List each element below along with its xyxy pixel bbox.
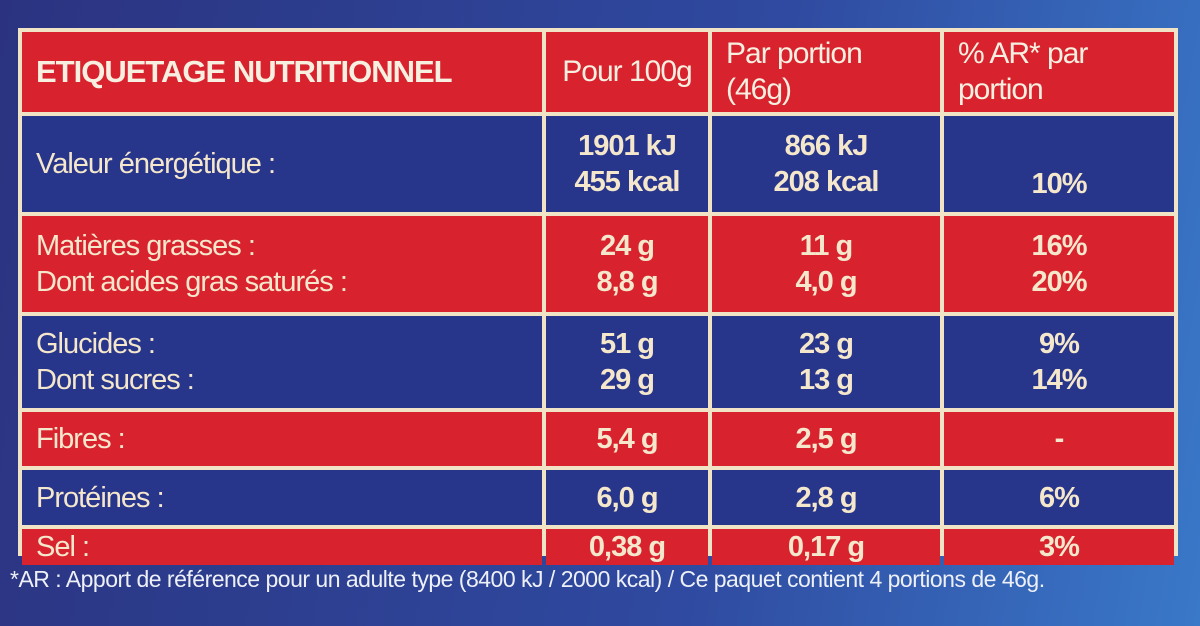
row-label-cell: Valeur énergétique : <box>22 116 542 212</box>
nutrient-value: 0,17 g <box>787 531 865 563</box>
row-label-cell: Glucides : Dont sucres : <box>22 316 542 408</box>
nutrient-name: Glucides : <box>36 328 156 360</box>
nutrient-value: 23 g <box>798 328 854 360</box>
nutrient-name: Valeur énergétique : <box>36 148 276 180</box>
nutrient-value: 5,4 g <box>596 423 658 455</box>
row-label-cell: Fibres : <box>22 412 542 466</box>
value-cell: 9% 14% <box>944 316 1174 408</box>
nutrient-name: Matières grasses : <box>36 230 256 262</box>
value-cell: 5,4 g <box>546 412 708 466</box>
row-label-cell: Protéines : <box>22 470 542 525</box>
value-cell: 24 g 8,8 g <box>546 216 708 312</box>
nutrient-value: 3% <box>1039 531 1080 563</box>
nutrient-value: 2,5 g <box>795 423 857 455</box>
nutrient-value: 10% <box>1031 168 1087 200</box>
value-cell: 6,0 g <box>546 470 708 525</box>
nutrient-value: 20% <box>1031 266 1087 298</box>
nutrient-value: 8,8 g <box>596 266 658 298</box>
nutrient-value: 51 g <box>599 328 655 360</box>
value-cell: - <box>944 412 1174 466</box>
value-cell: 10% <box>944 116 1174 212</box>
value-cell: 51 g 29 g <box>546 316 708 408</box>
value-cell: 2,8 g <box>712 470 940 525</box>
nutrient-value: 4,0 g <box>795 266 857 298</box>
value-cell: 866 kJ 208 kcal <box>712 116 940 212</box>
nutrient-value: - <box>1054 423 1065 455</box>
nutrient-name: Fibres : <box>36 423 126 455</box>
value-cell: 6% <box>944 470 1174 525</box>
nutrient-value: 16% <box>1031 230 1087 262</box>
row-label-cell: Matières grasses : Dont acides gras satur… <box>22 216 542 312</box>
value-cell: 0,17 g <box>712 529 940 565</box>
nutrient-value: 11 g <box>799 230 853 262</box>
nutrient-value: 455 kcal <box>574 166 681 198</box>
nutrient-value: 6,0 g <box>596 481 658 514</box>
nutrient-name: Sel : <box>36 531 90 563</box>
nutrient-value: 9% <box>1039 328 1080 360</box>
value-cell: 2,5 g <box>712 412 940 466</box>
nutrition-table: ETIQUETAGE NUTRITIONNEL Pour 100g Par port… <box>18 28 1178 565</box>
header-cell: Par portion (46g) <box>712 32 940 112</box>
value-cell: 23 g 13 g <box>712 316 940 408</box>
row-label-cell: Sel : <box>22 529 542 565</box>
nutrient-value: 866 kJ <box>784 130 869 162</box>
nutrient-name: Dont sucres : <box>36 364 195 396</box>
value-cell: 0,38 g <box>546 529 708 565</box>
nutrient-value: 13 g <box>798 364 854 396</box>
value-cell: 1901 kJ 455 kcal <box>546 116 708 212</box>
nutrient-value: 2,8 g <box>795 481 857 514</box>
value-cell: 11 g 4,0 g <box>712 216 940 312</box>
nutrient-value: 6% <box>1039 481 1080 514</box>
value-cell: 3% <box>944 529 1174 565</box>
nutrient-value: 29 g <box>599 364 655 396</box>
nutrient-value: 14% <box>1031 364 1087 396</box>
header-cell: % AR* par portion <box>944 32 1174 112</box>
nutrient-value: 1901 kJ <box>578 130 677 162</box>
nutrient-name: Protéines : <box>36 481 165 514</box>
header-cell: Pour 100g <box>546 32 708 112</box>
nutrient-value: 24 g <box>599 230 655 262</box>
value-cell: 16% 20% <box>944 216 1174 312</box>
header-cell: ETIQUETAGE NUTRITIONNEL <box>22 32 542 112</box>
nutrient-value: 0,38 g <box>588 531 666 563</box>
footnote: *AR : Apport de référence pour un adulte… <box>10 566 1045 592</box>
nutrient-value: 208 kcal <box>773 166 880 198</box>
nutrient-name: Dont acides gras saturés : <box>36 266 348 298</box>
